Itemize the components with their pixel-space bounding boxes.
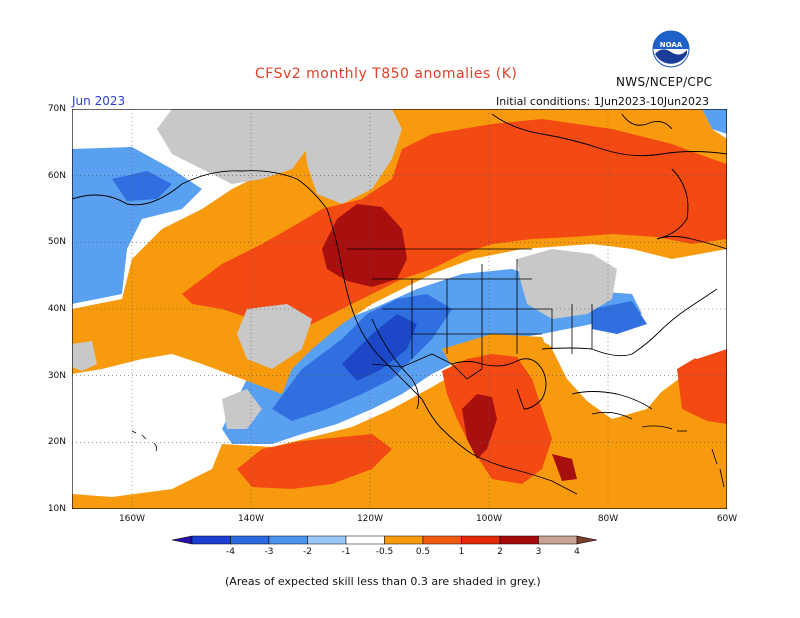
- colorbar-swatch: [345, 535, 385, 545]
- colorbar-label: -3: [264, 547, 274, 557]
- lat-label-40n: 40N: [47, 304, 66, 314]
- political-borders: [347, 248, 593, 380]
- colorbar-label: 1: [458, 547, 465, 557]
- lon-label-140w: 140W: [237, 514, 265, 524]
- colorbar-swatch-high-arrow: [576, 535, 598, 545]
- anomaly-map: [72, 109, 727, 509]
- anomaly-region-blue-alaska: [112, 171, 172, 201]
- colorbar-swatch: [422, 535, 462, 545]
- colorbar-swatch: [538, 535, 578, 545]
- anomaly-region-red-orange-pacific: [237, 434, 392, 489]
- noaa-logo-icon: NOAA: [652, 30, 690, 68]
- neutral-region-southeast: [552, 339, 672, 419]
- lon-label-80w: 80W: [597, 514, 619, 524]
- lat-label-20n: 20N: [47, 437, 66, 447]
- colorbar-label: -2: [303, 547, 312, 557]
- lat-label-30n: 30N: [47, 371, 66, 381]
- footnote: (Areas of expected skill less than 0.3 a…: [225, 575, 541, 588]
- no-skill-grey-sw: [222, 389, 262, 429]
- colorbar-swatch: [384, 535, 424, 545]
- agency-label: NWS/NCEP/CPC: [616, 75, 713, 89]
- lat-label-50n: 50N: [47, 237, 66, 247]
- lon-label-100w: 100W: [475, 514, 503, 524]
- lon-label-60w: 60W: [716, 514, 738, 524]
- map-title: CFSv2 monthly T850 anomalies (K): [255, 66, 518, 82]
- colorbar-label: -4: [226, 547, 235, 557]
- colorbar-swatch: [191, 535, 231, 545]
- no-skill-grey-north: [302, 109, 402, 204]
- no-skill-grey-nw: [72, 341, 97, 371]
- lat-label-70n: 70N: [47, 104, 66, 114]
- colorbar-swatch: [268, 535, 308, 545]
- caribbean-islands: [591, 411, 725, 488]
- colorbar-swatch: [461, 535, 501, 545]
- colorbar-label: -1: [341, 547, 351, 557]
- colorbar-label: 4: [574, 547, 580, 557]
- colorbar-label: 2: [497, 547, 503, 557]
- anomaly-region-light-blue-ne: [702, 109, 727, 134]
- colorbar-swatch: [307, 535, 347, 545]
- hawaii-islands: [131, 430, 158, 452]
- lon-label-160w: 160W: [118, 514, 146, 524]
- neutral-region-east-coast: [647, 269, 727, 359]
- anomaly-region-dark-red-central-america: [552, 454, 577, 481]
- colorbar-swatch-low-arrow: [172, 535, 193, 545]
- forecast-month: Jun 2023: [72, 94, 126, 108]
- lat-label-60n: 60N: [47, 171, 66, 181]
- no-skill-grey-pacific: [237, 304, 312, 369]
- anomaly-region-blue-east: [592, 301, 647, 334]
- anomaly-region-red-orange-canada: [182, 119, 727, 329]
- anomaly-region-red-orange-atlantic: [677, 349, 727, 424]
- colorbar-label: -0.5: [375, 547, 394, 557]
- logo-text: NOAA: [660, 41, 683, 49]
- anomaly-region-dark-blue-core: [342, 314, 417, 381]
- anomaly-region-dark-red-mexico: [462, 394, 497, 459]
- coastlines: [72, 113, 727, 495]
- colorbar: [172, 535, 598, 545]
- lon-label-120w: 120W: [356, 514, 384, 524]
- colorbar-label: 3: [535, 547, 542, 557]
- anomaly-region-dark-red-northwest: [322, 204, 407, 287]
- initial-conditions: Initial conditions: 1Jun2023-10Jun2023: [496, 95, 710, 108]
- colorbar-swatch: [230, 535, 270, 545]
- colorbar-swatch: [499, 535, 539, 545]
- no-skill-grey-alaska: [157, 109, 307, 184]
- lat-label-10n: 10N: [47, 504, 66, 514]
- colorbar-label: 0.5: [415, 547, 431, 557]
- no-skill-grey-midwest: [517, 249, 617, 319]
